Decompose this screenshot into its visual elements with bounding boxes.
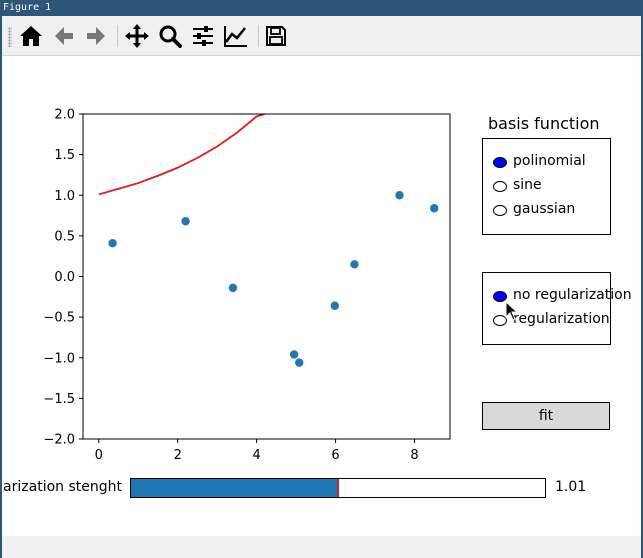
radio-option-polinomial[interactable]: polinomial xyxy=(493,153,608,172)
slider-label: arization stenght xyxy=(3,479,122,495)
fit-curve xyxy=(98,114,265,196)
window-border-left xyxy=(0,16,2,558)
basis-radio-label: sine xyxy=(513,177,542,193)
y-tick-label: 2.0 xyxy=(54,108,75,123)
sliders-icon xyxy=(193,26,213,46)
zoom-icon xyxy=(159,25,182,48)
radio-option-sine[interactable]: sine xyxy=(493,177,608,196)
toolbar-grip[interactable] xyxy=(8,27,12,47)
configure-subplots-button[interactable] xyxy=(188,21,218,51)
y-tick-label: 0.5 xyxy=(54,229,75,244)
x-tick-label: 0 xyxy=(95,448,103,463)
basis-radio-button[interactable] xyxy=(493,181,507,192)
data-point xyxy=(430,204,439,213)
back-button[interactable] xyxy=(49,21,79,51)
basis-radio-label: gaussian xyxy=(513,201,576,217)
regularization-radio-button[interactable] xyxy=(493,291,507,302)
toolbar-separator xyxy=(117,25,118,47)
data-point xyxy=(295,358,304,367)
x-tick-label: 4 xyxy=(252,448,260,463)
basis-panel-title: basis function xyxy=(488,114,600,133)
data-point xyxy=(350,260,359,269)
slider-value: 1.01 xyxy=(555,479,587,495)
y-tick-label: 0.0 xyxy=(54,270,75,285)
move-icon xyxy=(125,24,149,48)
zoom-button[interactable] xyxy=(155,21,185,51)
x-tick-label: 6 xyxy=(331,448,339,463)
y-tick-label: −1.0 xyxy=(43,351,75,366)
window-border-right xyxy=(641,16,643,558)
arrow-left-icon xyxy=(55,27,73,45)
pan-button[interactable] xyxy=(122,21,152,51)
y-tick-label: 1.0 xyxy=(54,189,75,204)
data-point xyxy=(228,283,238,293)
home-button[interactable] xyxy=(16,21,46,51)
save-icon xyxy=(266,26,286,46)
radio-option-gaussian[interactable]: gaussian xyxy=(493,201,608,220)
basis-radio-button[interactable] xyxy=(493,157,507,168)
basis-radio-button[interactable] xyxy=(493,205,507,216)
regularization-slider[interactable] xyxy=(130,478,546,498)
mouse-cursor-icon xyxy=(505,301,517,321)
arrow-right-icon xyxy=(87,27,105,45)
status-bar xyxy=(2,536,641,558)
data-point xyxy=(181,217,190,226)
edit-axis-button[interactable] xyxy=(221,21,251,51)
save-button[interactable] xyxy=(261,21,291,51)
axes-frame xyxy=(82,113,451,440)
fit-button[interactable]: fit xyxy=(482,402,610,430)
radio-option-regularization[interactable]: regularization xyxy=(493,311,610,330)
fit-button-label: fit xyxy=(538,408,554,424)
data-point xyxy=(289,350,299,359)
regularization-radio-label: no regularization xyxy=(513,287,632,303)
figure-canvas[interactable]: 0 2 4 6 8 2.0 1.5 1.0 0.5 0.0 −0.5 −1.0 −1.5 −2.0 bas… xyxy=(2,56,641,536)
slider-handle[interactable] xyxy=(337,479,339,497)
basis-radio-label: polinomial xyxy=(513,153,586,169)
y-tick-label: −0.5 xyxy=(43,311,75,326)
slider-fill xyxy=(131,479,338,497)
y-tick-label: −1.5 xyxy=(43,392,75,407)
regularization-radio-group xyxy=(482,272,611,345)
data-point xyxy=(330,301,339,310)
radio-option-no-regularization[interactable]: no regularization xyxy=(493,287,632,306)
window-title: Figure 1 xyxy=(0,0,643,16)
line-chart-icon xyxy=(224,26,247,47)
data-point xyxy=(395,191,404,200)
y-tick-label: 1.5 xyxy=(54,148,75,163)
data-point xyxy=(108,238,117,248)
regularization-radio-button[interactable] xyxy=(493,315,507,326)
toolbar-separator xyxy=(258,25,259,47)
home-icon xyxy=(20,26,42,46)
y-tick-label: −2.0 xyxy=(43,433,75,448)
x-tick-label: 2 xyxy=(174,448,182,463)
main-plot[interactable]: 0 2 4 6 8 2.0 1.5 1.0 0.5 0.0 −0.5 −1.0 −1.5 −2.0 xyxy=(2,56,641,536)
forward-button[interactable] xyxy=(81,21,111,51)
toolbar xyxy=(2,16,641,56)
x-tick-label: 8 xyxy=(410,448,418,463)
regularization-radio-label: regularization xyxy=(513,311,610,327)
